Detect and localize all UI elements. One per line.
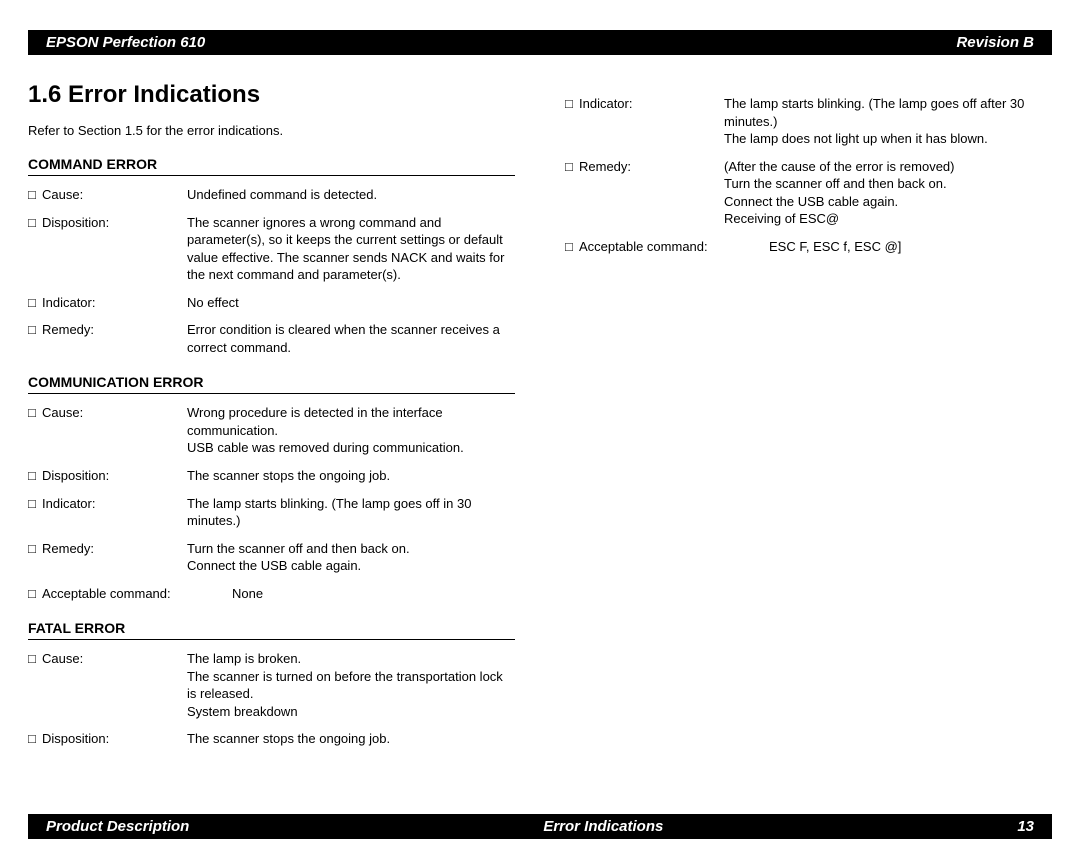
item-label: Remedy:: [42, 540, 187, 575]
definition-row: □Disposition:The scanner stops the ongoi…: [28, 467, 515, 485]
item-value: The lamp starts blinking. (The lamp goes…: [724, 95, 1052, 148]
left-column: 1.6 Error Indications Refer to Section 1…: [28, 65, 535, 758]
item-value: No effect: [187, 294, 515, 312]
subsection-heading: COMMAND ERROR: [28, 156, 515, 176]
subsection-heading: COMMUNICATION ERROR: [28, 374, 515, 394]
item-label: Disposition:: [42, 214, 187, 284]
item-value: Error condition is cleared when the scan…: [187, 321, 515, 356]
right-column: □Indicator:The lamp starts blinking. (Th…: [535, 65, 1052, 758]
bullet-icon: □: [28, 495, 42, 530]
item-value: None: [232, 585, 515, 603]
item-value: Undefined command is detected.: [187, 186, 515, 204]
item-value: Wrong procedure is detected in the inter…: [187, 404, 515, 457]
bullet-icon: □: [28, 540, 42, 575]
item-label: Remedy:: [42, 321, 187, 356]
bullet-icon: □: [28, 214, 42, 284]
item-label: Acceptable command:: [579, 238, 769, 256]
item-value: (After the cause of the error is removed…: [724, 158, 1052, 228]
item-label: Indicator:: [42, 294, 187, 312]
footer-bar: Product Description Error Indications 13: [28, 814, 1052, 839]
item-label: Disposition:: [42, 730, 187, 748]
bullet-icon: □: [28, 650, 42, 720]
section-title: 1.6 Error Indications: [28, 81, 515, 109]
definition-row: □Indicator:The lamp starts blinking. (Th…: [565, 95, 1052, 148]
bullet-icon: □: [565, 158, 579, 228]
bullet-icon: □: [28, 730, 42, 748]
definition-row: □Acceptable command:ESC F, ESC f, ESC @]: [565, 238, 1052, 256]
definition-row: □Acceptable command:None: [28, 585, 515, 603]
header-bar: EPSON Perfection 610 Revision B: [28, 30, 1052, 55]
header-left: EPSON Perfection 610: [46, 34, 205, 51]
bullet-icon: □: [28, 404, 42, 457]
item-label: Indicator:: [42, 495, 187, 530]
item-label: Acceptable command:: [42, 585, 232, 603]
item-label: Cause:: [42, 404, 187, 457]
bullet-icon: □: [565, 238, 579, 256]
definition-row: □Remedy:Turn the scanner off and then ba…: [28, 540, 515, 575]
definition-row: □Cause:Wrong procedure is detected in th…: [28, 404, 515, 457]
definition-row: □Cause:The lamp is broken. The scanner i…: [28, 650, 515, 720]
bullet-icon: □: [28, 321, 42, 356]
item-value: Turn the scanner off and then back on. C…: [187, 540, 515, 575]
definition-row: □Remedy:(After the cause of the error is…: [565, 158, 1052, 228]
item-value: ESC F, ESC f, ESC @]: [769, 238, 1052, 256]
footer-center: Error Indications: [189, 818, 1017, 835]
subsection-heading: FATAL ERROR: [28, 620, 515, 640]
definition-row: □Remedy:Error condition is cleared when …: [28, 321, 515, 356]
item-value: The lamp is broken. The scanner is turne…: [187, 650, 515, 720]
item-label: Cause:: [42, 650, 187, 720]
intro-text: Refer to Section 1.5 for the error indic…: [28, 123, 515, 138]
bullet-icon: □: [28, 585, 42, 603]
definition-row: □Indicator:No effect: [28, 294, 515, 312]
item-value: The lamp starts blinking. (The lamp goes…: [187, 495, 515, 530]
definition-row: □Disposition:The scanner stops the ongoi…: [28, 730, 515, 748]
footer-left: Product Description: [46, 818, 189, 835]
item-value: The scanner ignores a wrong command and …: [187, 214, 515, 284]
header-right: Revision B: [956, 34, 1034, 51]
definition-row: □Cause:Undefined command is detected.: [28, 186, 515, 204]
footer-right: 13: [1017, 818, 1034, 835]
item-value: The scanner stops the ongoing job.: [187, 467, 515, 485]
bullet-icon: □: [28, 467, 42, 485]
bullet-icon: □: [565, 95, 579, 148]
item-value: The scanner stops the ongoing job.: [187, 730, 515, 748]
item-label: Indicator:: [579, 95, 724, 148]
page-content: 1.6 Error Indications Refer to Section 1…: [0, 65, 1080, 758]
definition-row: □Disposition:The scanner ignores a wrong…: [28, 214, 515, 284]
item-label: Cause:: [42, 186, 187, 204]
item-label: Remedy:: [579, 158, 724, 228]
item-label: Disposition:: [42, 467, 187, 485]
definition-row: □Indicator:The lamp starts blinking. (Th…: [28, 495, 515, 530]
bullet-icon: □: [28, 294, 42, 312]
bullet-icon: □: [28, 186, 42, 204]
